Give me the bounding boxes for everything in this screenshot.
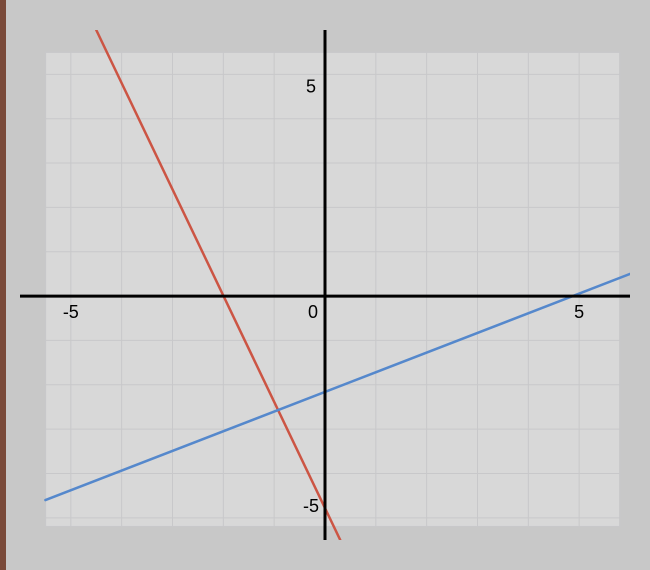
plot-area — [45, 52, 619, 527]
coordinate-plane-chart: 5 -5 0 5 -5 — [20, 30, 630, 540]
y-tick-label: 5 — [306, 76, 316, 96]
origin-label: 0 — [308, 302, 318, 322]
x-tick-label: 5 — [574, 302, 584, 322]
y-tick-label: -5 — [303, 496, 319, 516]
chart-svg: 5 -5 0 5 -5 — [20, 30, 630, 540]
x-tick-label: -5 — [63, 302, 79, 322]
photo-left-edge — [0, 0, 6, 570]
